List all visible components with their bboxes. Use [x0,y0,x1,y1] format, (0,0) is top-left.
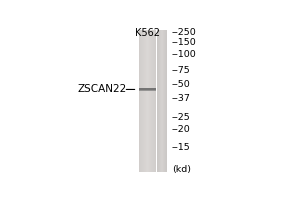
Bar [139,88,156,90]
Bar [139,88,156,91]
Text: --25: --25 [171,113,190,122]
Text: ZSCAN22: ZSCAN22 [78,84,127,94]
Text: --250: --250 [171,28,196,37]
Text: (kd): (kd) [172,165,191,174]
Text: --150: --150 [171,38,196,47]
Text: --100: --100 [171,50,196,59]
Text: --50: --50 [171,80,190,89]
Text: --37: --37 [171,94,190,103]
Text: --15: --15 [171,143,190,152]
Text: --20: --20 [171,125,190,134]
Text: --75: --75 [171,66,190,75]
Text: K562: K562 [135,28,161,38]
